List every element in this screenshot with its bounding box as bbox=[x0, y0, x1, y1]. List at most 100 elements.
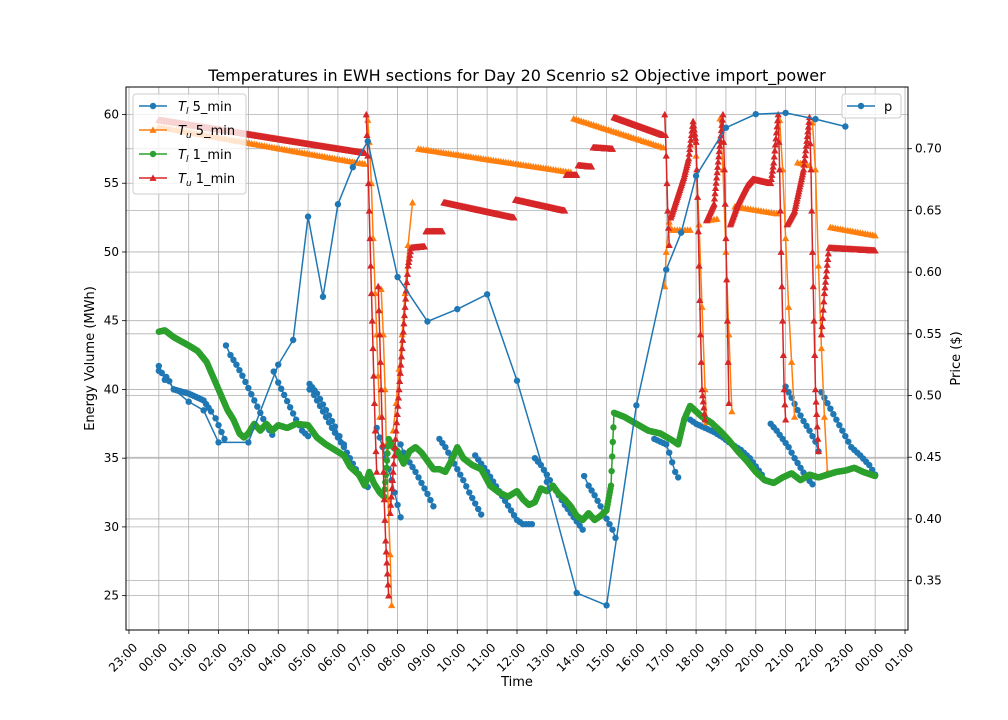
point-tl5 bbox=[316, 395, 324, 403]
point-tl5 bbox=[803, 422, 810, 430]
point-tu1 bbox=[699, 397, 707, 405]
point-price bbox=[722, 124, 730, 131]
point-tu1 bbox=[371, 427, 379, 434]
point-price bbox=[163, 373, 170, 381]
point-tu1 bbox=[573, 171, 581, 178]
point-tl5 bbox=[603, 515, 610, 522]
y2-tick-label: 0.35 bbox=[915, 574, 942, 588]
point-tu1 bbox=[823, 266, 831, 274]
point-tl5 bbox=[472, 500, 479, 507]
point-tl5 bbox=[239, 372, 246, 379]
point-tu5 bbox=[662, 248, 670, 255]
point-tl5 bbox=[845, 438, 852, 445]
point-tu1 bbox=[712, 179, 720, 186]
point-tu1 bbox=[809, 282, 817, 290]
point-tu5 bbox=[386, 550, 394, 558]
y-tick-label: 45 bbox=[104, 314, 119, 328]
point-tu1 bbox=[690, 126, 698, 133]
point-tl1 bbox=[607, 482, 615, 489]
point-tl5 bbox=[322, 406, 330, 414]
point-tu1 bbox=[380, 495, 388, 503]
point-tl5 bbox=[510, 512, 518, 519]
point-tl5 bbox=[788, 449, 795, 456]
point-tl5 bbox=[460, 476, 467, 484]
point-tl5 bbox=[207, 408, 215, 415]
point-price bbox=[692, 172, 700, 180]
point-tu1 bbox=[720, 138, 728, 145]
point-tu1 bbox=[803, 137, 811, 144]
point-tu1 bbox=[391, 435, 400, 442]
series-tl5 bbox=[155, 342, 879, 542]
point-tu1 bbox=[771, 146, 779, 154]
point-tl5 bbox=[824, 399, 831, 407]
point-tu1 bbox=[699, 391, 707, 399]
point-tu1 bbox=[820, 289, 829, 297]
point-tl1 bbox=[381, 486, 388, 493]
point-tl5 bbox=[212, 415, 219, 422]
point-tu1 bbox=[777, 248, 785, 255]
point-tu1 bbox=[821, 283, 829, 291]
point-tu5 bbox=[817, 344, 826, 352]
point-tl5 bbox=[251, 397, 258, 404]
point-tu1 bbox=[775, 138, 783, 145]
point-tl5 bbox=[421, 485, 428, 492]
point-tl5 bbox=[666, 449, 673, 456]
point-tu1 bbox=[698, 385, 706, 393]
point-tu1 bbox=[723, 317, 732, 324]
point-tl5 bbox=[331, 423, 339, 430]
point-tl5 bbox=[591, 492, 598, 499]
y-tick-label: 30 bbox=[104, 520, 119, 534]
point-tu1 bbox=[774, 116, 782, 124]
point-tu1 bbox=[820, 297, 828, 305]
point-tu1 bbox=[388, 476, 397, 484]
point-tu1 bbox=[711, 189, 719, 197]
point-tl5 bbox=[427, 496, 434, 504]
point-tl5 bbox=[477, 511, 485, 518]
point-tl5 bbox=[336, 432, 343, 440]
point-price bbox=[185, 398, 192, 405]
point-tl5 bbox=[463, 483, 470, 490]
point-tl5 bbox=[289, 410, 297, 417]
point-tu1 bbox=[772, 128, 781, 136]
point-tl5 bbox=[809, 481, 816, 488]
point-price bbox=[364, 138, 371, 145]
point-tu1 bbox=[398, 344, 406, 352]
point-tl5 bbox=[215, 421, 222, 429]
point-tu1 bbox=[389, 468, 397, 475]
point-tu1 bbox=[713, 173, 721, 181]
point-tu5 bbox=[773, 209, 781, 217]
point-tu1 bbox=[686, 140, 694, 148]
point-tl5 bbox=[236, 366, 243, 374]
point-tu1 bbox=[685, 154, 693, 162]
point-tu1 bbox=[382, 548, 390, 555]
point-tl5 bbox=[606, 520, 613, 528]
point-tu1 bbox=[714, 163, 722, 170]
point-tl5 bbox=[328, 417, 336, 425]
point-price bbox=[200, 407, 207, 414]
point-tl5 bbox=[415, 474, 422, 481]
point-tu1 bbox=[696, 330, 705, 338]
point-tu1 bbox=[769, 163, 777, 170]
point-tu1 bbox=[392, 427, 400, 434]
point-tu1 bbox=[375, 306, 383, 314]
point-tu1 bbox=[776, 165, 784, 173]
point-tl5 bbox=[800, 417, 807, 425]
y-tick-label: 35 bbox=[104, 451, 119, 465]
point-tl5 bbox=[313, 390, 321, 397]
point-tu5 bbox=[787, 358, 796, 365]
point-tu5 bbox=[728, 407, 736, 415]
point-tu1 bbox=[364, 152, 372, 159]
point-tu1 bbox=[715, 152, 723, 160]
point-tl5 bbox=[597, 503, 604, 510]
point-tu1 bbox=[400, 311, 409, 319]
point-price bbox=[483, 291, 491, 298]
point-tl5 bbox=[283, 397, 291, 405]
point-tl5 bbox=[528, 520, 536, 528]
point-tu1 bbox=[700, 403, 708, 411]
point-tu1 bbox=[391, 443, 399, 451]
point-tu1 bbox=[779, 351, 787, 358]
point-tu1 bbox=[401, 303, 409, 310]
legend-label: Tl 5_min bbox=[178, 100, 232, 117]
point-tl5 bbox=[233, 361, 240, 368]
point-tu5 bbox=[686, 226, 694, 233]
